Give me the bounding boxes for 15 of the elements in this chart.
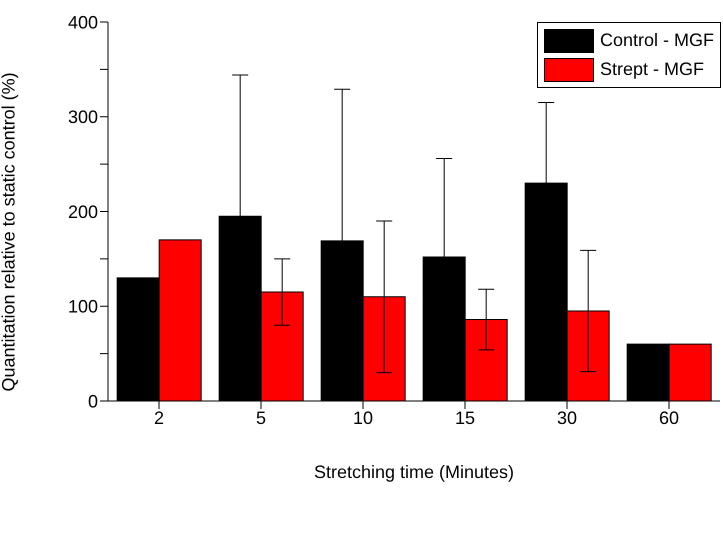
x-tick-label: 5 <box>256 408 266 428</box>
y-tick-label: 0 <box>88 391 98 412</box>
x-axis-title: Stretching time (Minutes) <box>314 462 514 482</box>
y-tick-label: 100 <box>68 296 98 317</box>
y-tick-label: 200 <box>68 202 98 222</box>
legend-label: Strept - MGF <box>600 59 704 80</box>
y-tick-label: 400 <box>68 12 98 32</box>
x-tick-label: 2 <box>154 408 164 428</box>
y-tick-label: 300 <box>68 107 98 128</box>
x-tick-label: 60 <box>658 408 680 428</box>
legend-label: Control - MGF <box>600 30 714 51</box>
x-tick-label: 15 <box>454 408 476 428</box>
x-tick-label: 30 <box>556 408 578 428</box>
y-axis-title: Quantitation relative to static control (%) <box>0 72 18 392</box>
x-tick-label: 10 <box>352 408 374 428</box>
